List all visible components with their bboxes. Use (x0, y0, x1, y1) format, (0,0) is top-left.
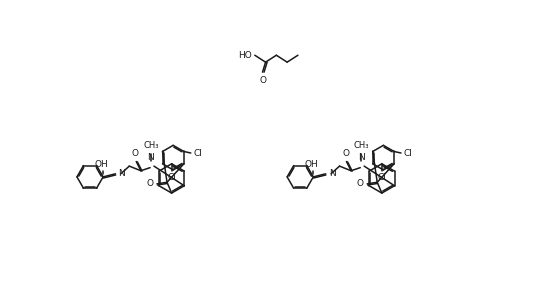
Text: O: O (132, 149, 139, 158)
Text: O: O (342, 149, 349, 158)
Text: Cl: Cl (377, 173, 386, 182)
Text: CH₃: CH₃ (353, 141, 369, 150)
Text: O: O (146, 179, 153, 188)
Text: CH₃: CH₃ (143, 141, 159, 150)
Text: OH: OH (305, 160, 319, 169)
Text: HO: HO (238, 51, 252, 60)
Text: N: N (329, 169, 336, 178)
Text: Cl: Cl (403, 148, 412, 158)
Text: Cl: Cl (193, 148, 202, 158)
Text: N: N (358, 153, 364, 162)
Text: Cl: Cl (167, 173, 176, 182)
Text: O: O (356, 179, 363, 188)
Text: OH: OH (94, 160, 109, 169)
Text: O: O (259, 76, 266, 85)
Text: N: N (118, 169, 125, 178)
Text: N: N (148, 153, 154, 162)
